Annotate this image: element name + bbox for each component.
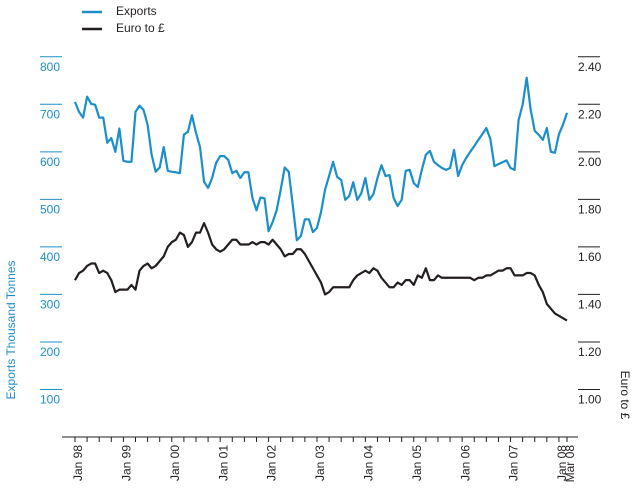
legend-label: Euro to £ — [116, 21, 165, 35]
x-tick-label: Jan 01 — [216, 445, 230, 481]
x-tick-label: Jan 06 — [458, 445, 472, 481]
y-tick-label: 200 — [40, 345, 60, 359]
y2-tick-label: 2.00 — [578, 155, 602, 169]
x-tick-label: Mar 08 — [563, 445, 577, 483]
y2-tick-label: 1.20 — [578, 345, 602, 359]
y-axis-title: Exports Thousand Tonnes — [4, 261, 18, 400]
x-tick-label: Jan 05 — [410, 445, 424, 481]
x-tick-label: Jan 02 — [265, 445, 279, 481]
y-tick-label: 400 — [40, 250, 60, 264]
y-tick-label: 500 — [40, 203, 60, 217]
y2-axis-title: Euro to £ — [618, 371, 632, 420]
y2-tick-label: 1.80 — [578, 203, 602, 217]
x-tick-label: Jan 08 — [555, 445, 569, 481]
series-line — [74, 222, 568, 322]
y2-tick-label: 2.40 — [578, 60, 602, 74]
x-tick-label: Jan 99 — [120, 445, 134, 481]
y2-tick-label: 1.60 — [578, 250, 602, 264]
y-tick-label: 600 — [40, 155, 60, 169]
y2-tick-label: 2.20 — [578, 107, 602, 121]
y-tick-label: 300 — [40, 298, 60, 312]
y-tick-label: 700 — [40, 107, 60, 121]
y2-tick-label: 1.00 — [578, 393, 602, 407]
y-tick-label: 100 — [40, 393, 60, 407]
x-tick-label: Jan 03 — [313, 445, 327, 481]
y2-tick-label: 1.40 — [578, 298, 602, 312]
legend-label: Exports — [116, 4, 157, 18]
x-tick-label: Jan 04 — [362, 445, 376, 481]
x-tick-label: Jan 00 — [168, 445, 182, 481]
y-tick-label: 800 — [40, 60, 60, 74]
x-tick-label: Jan 07 — [507, 445, 521, 481]
series-line — [73, 76, 569, 242]
x-tick-label: Jan 98 — [71, 445, 85, 481]
